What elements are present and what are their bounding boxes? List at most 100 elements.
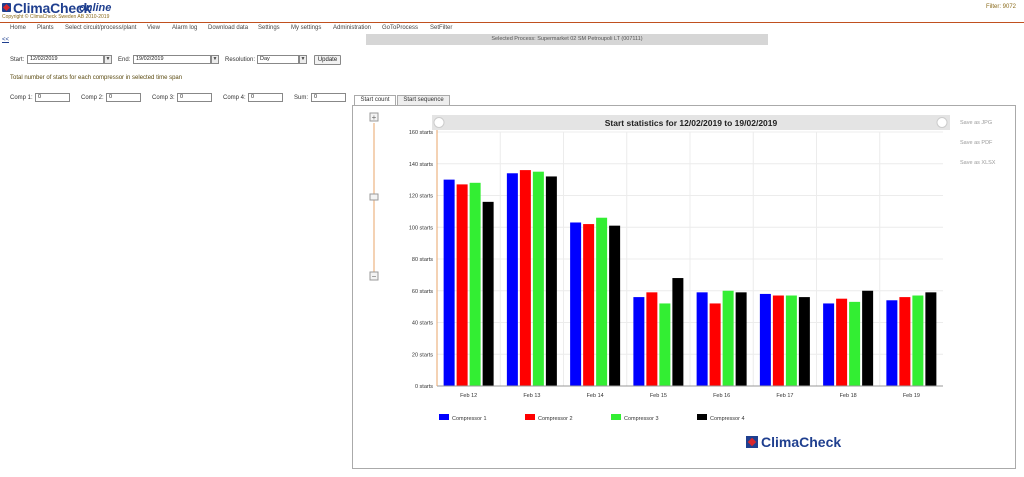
totals-description: Total number of starts for each compress… (10, 75, 183, 81)
legend-label[interactable]: Compressor 4 (710, 416, 745, 422)
legend-swatch[interactable] (439, 414, 449, 420)
y-tick-label: 60 starts (412, 289, 433, 295)
end-date-input[interactable]: 19/02/2019 (133, 55, 211, 64)
nav-select-circuit[interactable]: Select circuit/process/plant (65, 25, 137, 31)
chart-title-bar: Start statistics for 12/02/2019 to 19/02… (432, 115, 950, 130)
zoom-out-icon[interactable] (369, 271, 379, 281)
resolution-dropdown-chevron-down-icon[interactable]: ▼ (299, 55, 307, 64)
footer-logo-diamond-icon (747, 437, 757, 447)
nav-alarm-log[interactable]: Alarm log (172, 25, 198, 31)
x-tick-label: Feb 16 (713, 393, 730, 399)
comp2-total-field[interactable]: 0 (106, 93, 141, 102)
bar-feb-16-series-4[interactable] (735, 292, 747, 386)
bar-feb-12-series-3[interactable] (469, 182, 481, 386)
x-tick-label: Feb 14 (587, 393, 604, 399)
bar-feb-19-series-2[interactable] (899, 297, 911, 386)
save-as-xlsx-link[interactable]: Save as XLSX (960, 160, 996, 166)
y-tick-label: 140 starts (409, 162, 433, 168)
title-right-handle-icon[interactable] (936, 117, 948, 128)
legend-label[interactable]: Compressor 3 (624, 416, 659, 422)
bar-feb-17-series-1[interactable] (759, 293, 771, 386)
start-date-input[interactable]: 12/02/2019 (27, 55, 104, 64)
nav-administration[interactable]: Administration (333, 25, 372, 31)
comp4-total-field[interactable]: 0 (248, 93, 283, 102)
bar-feb-16-series-2[interactable] (709, 303, 721, 386)
nav-plants[interactable]: Plants (37, 25, 54, 31)
bar-feb-18-series-2[interactable] (836, 298, 848, 386)
x-tick-label: Feb 17 (776, 393, 793, 399)
nav-download-data[interactable]: Download data (208, 25, 249, 31)
update-button[interactable]: Update (314, 55, 341, 65)
bar-feb-15-series-1[interactable] (633, 297, 645, 386)
bar-feb-17-series-4[interactable] (798, 297, 810, 386)
legend-swatch[interactable] (525, 414, 535, 420)
nav-my-settings[interactable]: My settings (291, 25, 322, 31)
bar-feb-14-series-1[interactable] (570, 222, 582, 386)
legend-label[interactable]: Compressor 2 (538, 416, 573, 422)
nav-settings[interactable]: Settings (258, 25, 280, 31)
filter-indicator: Filter: 9072 (985, 4, 1016, 10)
bar-feb-13-series-1[interactable] (506, 173, 518, 386)
bar-feb-19-series-4[interactable] (925, 292, 937, 386)
bar-feb-12-series-2[interactable] (456, 184, 468, 386)
main-nav: Home Plants Select circuit/process/plant… (0, 22, 1024, 34)
copyright-text: Copyright © ClimaCheck Sweden AB 2010-20… (2, 14, 110, 20)
title-left-handle-icon[interactable] (433, 117, 445, 128)
nav-view[interactable]: View (147, 25, 160, 31)
bar-feb-15-series-3[interactable] (659, 303, 671, 386)
bar-feb-17-series-3[interactable] (785, 295, 797, 386)
bar-feb-12-series-4[interactable] (482, 201, 494, 386)
resolution-select[interactable]: Day (257, 55, 299, 64)
zoom-out-minus-glyph: − (372, 272, 377, 281)
y-tick-label: 80 starts (412, 257, 433, 263)
start-statistics-chart: + − Start statistics for 12/02/2019 to 1… (369, 112, 996, 450)
comp3-total-field[interactable]: 0 (177, 93, 212, 102)
comp4-label: Comp 4: (223, 95, 246, 101)
bar-feb-14-series-4[interactable] (609, 225, 621, 386)
start-dropdown-chevron-down-icon[interactable]: ▼ (104, 55, 112, 64)
save-as-pdf-link[interactable]: Save as PDF (960, 140, 993, 146)
nav-home[interactable]: Home (10, 25, 27, 31)
legend-swatch[interactable] (697, 414, 707, 420)
bar-feb-13-series-3[interactable] (532, 171, 544, 386)
nav-go-to-process[interactable]: GoToProcess (382, 25, 419, 31)
bar-feb-19-series-3[interactable] (912, 295, 924, 386)
bar-feb-16-series-1[interactable] (696, 292, 708, 386)
sum-total-field[interactable]: 0 (311, 93, 346, 102)
legend-swatch[interactable] (611, 414, 621, 420)
export-links: Save as JPG Save as PDF Save as XLSX (960, 120, 996, 166)
brand-name: ClimaCheck (13, 0, 92, 16)
bar-feb-13-series-2[interactable] (519, 170, 531, 386)
zoom-in-icon[interactable] (369, 112, 379, 122)
legend-label[interactable]: Compressor 1 (452, 416, 487, 422)
bar-feb-14-series-2[interactable] (583, 224, 595, 386)
bar-feb-18-series-3[interactable] (849, 301, 861, 386)
resolution-label: Resolution: (225, 57, 256, 63)
bar-feb-19-series-1[interactable] (886, 300, 898, 386)
bar-feb-17-series-2[interactable] (772, 295, 784, 386)
end-dropdown-chevron-down-icon[interactable]: ▼ (211, 55, 219, 64)
footer-logo-text: ClimaCheck (761, 434, 841, 450)
bar-feb-14-series-3[interactable] (596, 217, 608, 386)
bar-feb-13-series-4[interactable] (545, 176, 557, 386)
comp1-total-field[interactable]: 0 (35, 93, 70, 102)
y-axis-ticks: 0 starts 20 starts 40 starts 60 starts 80 st… (409, 130, 433, 390)
zoom-handle[interactable] (369, 193, 379, 201)
bar-feb-16-series-3[interactable] (722, 290, 734, 386)
chart-bars (443, 170, 937, 386)
y-tick-label: 0 starts (415, 384, 433, 390)
bar-feb-15-series-2[interactable] (646, 292, 658, 386)
bar-feb-18-series-1[interactable] (823, 303, 835, 386)
comp3-label: Comp 3: (152, 95, 175, 101)
x-tick-label: Feb 12 (460, 393, 477, 399)
back-link[interactable]: << (2, 37, 10, 43)
save-as-jpg-link[interactable]: Save as JPG (960, 120, 992, 126)
nav-set-filter[interactable]: SetFilter (430, 25, 453, 31)
selected-process-banner: Selected Process: Supermarket 02 SM Petr… (366, 34, 768, 45)
bar-feb-15-series-4[interactable] (672, 278, 684, 386)
bar-feb-12-series-1[interactable] (443, 179, 455, 386)
start-label: Start: (10, 57, 25, 63)
comp1-label: Comp 1: (10, 95, 33, 101)
zoom-slider[interactable]: + − (369, 112, 379, 281)
bar-feb-18-series-4[interactable] (862, 290, 874, 386)
